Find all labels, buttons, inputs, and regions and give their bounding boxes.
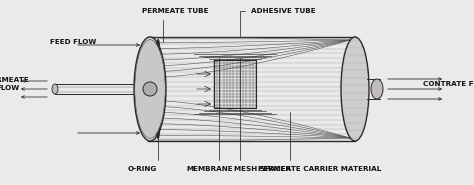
Ellipse shape (137, 45, 164, 133)
Text: PERMEATE CARRIER MATERIAL: PERMEATE CARRIER MATERIAL (258, 112, 382, 172)
Text: PERMEATE
FLOW: PERMEATE FLOW (0, 77, 29, 91)
Ellipse shape (52, 84, 58, 94)
Ellipse shape (143, 67, 157, 111)
Text: PERMEATE TUBE: PERMEATE TUBE (142, 8, 208, 42)
Text: ADHESIVE TUBE: ADHESIVE TUBE (240, 8, 315, 36)
Text: MEMBRANE: MEMBRANE (187, 58, 233, 172)
Ellipse shape (146, 75, 154, 103)
Ellipse shape (134, 37, 166, 141)
Ellipse shape (140, 56, 160, 122)
Ellipse shape (136, 42, 164, 136)
Ellipse shape (142, 64, 157, 114)
Ellipse shape (147, 81, 153, 97)
Text: FEED FLOW: FEED FLOW (50, 39, 96, 45)
Ellipse shape (142, 62, 158, 116)
Ellipse shape (141, 59, 159, 119)
Ellipse shape (149, 86, 151, 92)
Ellipse shape (146, 78, 154, 100)
Text: CONTRATE FLOW: CONTRATE FLOW (423, 81, 474, 87)
Text: O-RING: O-RING (128, 130, 158, 172)
Ellipse shape (371, 79, 383, 99)
Ellipse shape (145, 73, 155, 105)
Ellipse shape (139, 53, 161, 125)
Bar (214, 60, 256, 108)
Ellipse shape (138, 51, 162, 127)
Ellipse shape (341, 37, 369, 141)
Ellipse shape (137, 48, 163, 130)
Ellipse shape (144, 70, 156, 108)
Ellipse shape (143, 82, 157, 96)
Ellipse shape (135, 40, 165, 138)
Ellipse shape (148, 83, 152, 95)
Text: MESH SPACER: MESH SPACER (235, 58, 292, 172)
